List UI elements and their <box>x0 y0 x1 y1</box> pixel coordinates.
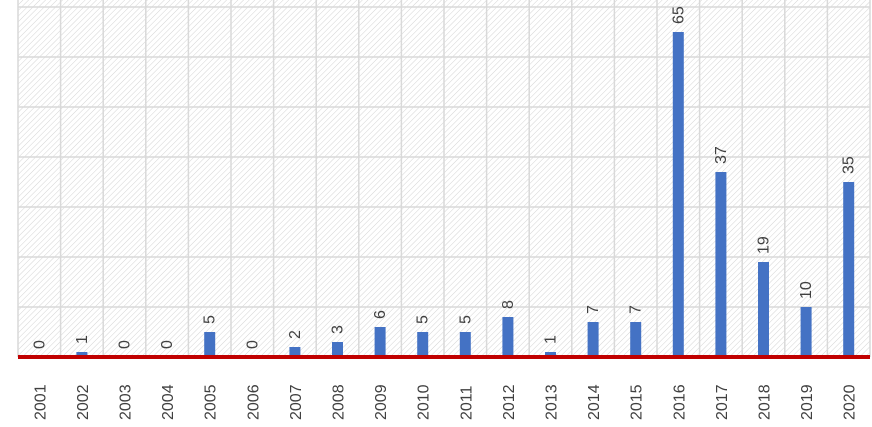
bar-2008 <box>332 342 343 357</box>
bar-2007 <box>289 347 301 357</box>
bar-2011 <box>459 332 471 357</box>
gridlines <box>17 0 871 358</box>
x-tick-label-2008: 2008 <box>331 384 348 420</box>
bar-2017 <box>715 172 727 357</box>
x-tick-label-2009: 2009 <box>373 384 390 420</box>
x-tick-label-2013: 2013 <box>544 384 561 420</box>
bar-2009 <box>374 327 386 357</box>
x-tick-label-2020: 2020 <box>842 384 859 420</box>
data-label-2016: 65 <box>670 6 687 24</box>
data-label-2010: 5 <box>415 315 432 324</box>
bar-2019 <box>800 307 812 357</box>
x-tick-label-2004: 2004 <box>160 384 177 420</box>
data-label-2013: 1 <box>543 335 560 344</box>
x-tick-label-2002: 2002 <box>75 384 92 420</box>
data-label-2017: 37 <box>713 146 730 164</box>
x-tick-label-2005: 2005 <box>203 384 220 420</box>
x-tick-labels: 2001 2002 2003 2004 2005 2006 2007 2008 2009 2010… <box>32 384 858 420</box>
x-tick-label-2016: 2016 <box>671 384 688 420</box>
bar-2013 <box>545 352 556 357</box>
bar-2010 <box>417 332 429 357</box>
data-label-2007: 2 <box>287 330 304 339</box>
x-tick-label-2011: 2011 <box>458 385 475 420</box>
data-label-2004: 0 <box>159 340 176 349</box>
x-tick-label-2018: 2018 <box>757 384 774 420</box>
data-label-2005: 5 <box>202 315 219 324</box>
bar-2015 <box>630 322 642 357</box>
bar-2005 <box>204 332 216 357</box>
data-label-2015: 7 <box>628 305 645 314</box>
data-label-2011: 5 <box>457 315 474 324</box>
data-label-2002: 1 <box>74 335 91 344</box>
x-tick-label-2017: 2017 <box>714 384 731 420</box>
x-tick-label-2015: 2015 <box>629 384 646 420</box>
bar-2002 <box>76 352 88 357</box>
x-tick-label-2012: 2012 <box>501 384 518 420</box>
data-label-2009: 6 <box>372 310 389 319</box>
bar-2016 <box>672 32 684 357</box>
data-label-2018: 19 <box>756 236 773 254</box>
data-label-2006: 0 <box>244 340 261 349</box>
bars <box>76 32 855 357</box>
data-label-2008: 3 <box>330 325 347 334</box>
x-tick-label-2010: 2010 <box>416 384 433 420</box>
bar-2018 <box>758 262 769 357</box>
x-tick-label-2003: 2003 <box>118 384 135 420</box>
data-label-2019: 10 <box>798 281 815 299</box>
data-label-2003: 0 <box>117 340 134 349</box>
data-label-2014: 7 <box>585 305 602 314</box>
data-label-2020: 35 <box>841 156 858 174</box>
bar-2014 <box>587 322 599 357</box>
bar-2020 <box>843 182 855 357</box>
x-tick-label-2014: 2014 <box>586 384 603 420</box>
bar-2012 <box>502 317 514 357</box>
data-label-2012: 8 <box>500 300 517 309</box>
x-tick-label-2001: 2001 <box>32 384 49 420</box>
data-label-2001: 0 <box>31 340 48 349</box>
x-tick-label-2006: 2006 <box>245 384 262 420</box>
x-tick-label-2007: 2007 <box>288 384 305 420</box>
x-tick-label-2019: 2019 <box>799 384 816 420</box>
